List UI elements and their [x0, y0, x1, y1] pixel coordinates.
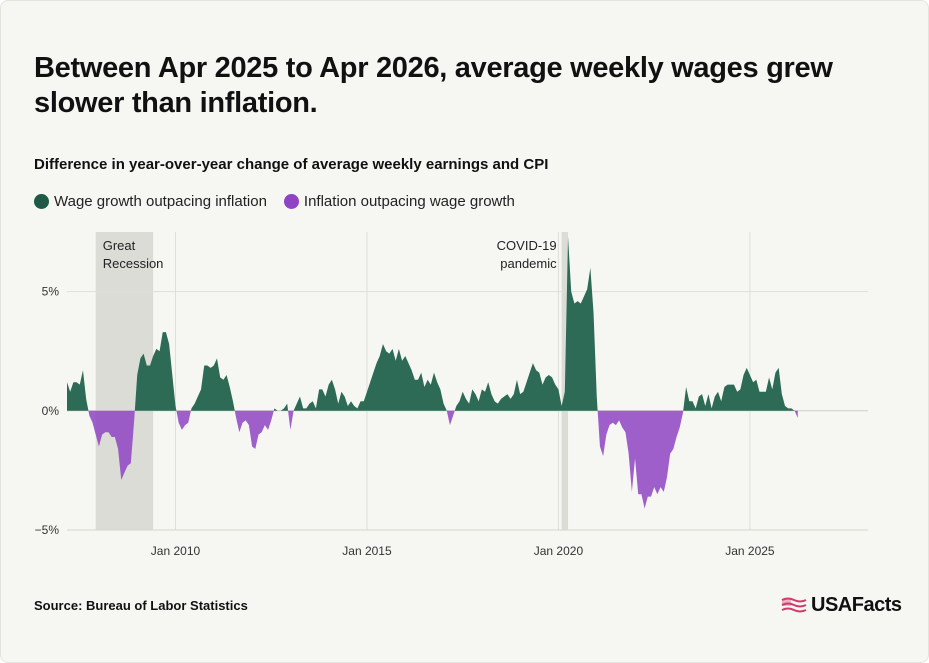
legend-item-negative: Inflation outpacing wage growth: [283, 193, 515, 210]
annotation-label-1: COVID-19 pandemic: [497, 238, 557, 271]
y-tick-label-1: 0%: [42, 404, 60, 418]
legend-item-positive: Wage growth outpacing inflation: [34, 193, 267, 210]
shade-band-1: [561, 232, 569, 530]
area-positive: [67, 236, 798, 411]
x-tick-label-1: Jan 2015: [342, 544, 392, 558]
legend-swatch-negative: [283, 194, 299, 209]
legend-swatch-positive: [34, 194, 49, 209]
y-tick-label-0: 5%: [42, 285, 60, 299]
usafacts-logo: USAFacts: [781, 594, 902, 617]
annotation-label-0: Great Recession: [103, 238, 164, 271]
flag-logo-icon: [781, 597, 807, 612]
source-note: Source: Bureau of Labor Statistics: [34, 598, 248, 613]
x-tick-label-3: Jan 2025: [725, 544, 775, 558]
legend-label-negative: Inflation outpacing wage growth: [303, 193, 515, 210]
chart-subtitle: Difference in year-over-year change of a…: [34, 156, 549, 173]
area-negative: [67, 410, 798, 509]
chart-title: Between Apr 2025 to Apr 2026, average we…: [34, 52, 833, 119]
logo-text: USAFacts: [811, 594, 902, 616]
legend: Wage growth outpacing inflation Inflatio…: [34, 193, 532, 210]
y-tick-label-2: −5%: [35, 523, 60, 537]
x-tick-label-2: Jan 2020: [534, 544, 584, 558]
x-tick-label-0: Jan 2010: [151, 544, 201, 558]
legend-label-positive: Wage growth outpacing inflation: [54, 193, 267, 210]
